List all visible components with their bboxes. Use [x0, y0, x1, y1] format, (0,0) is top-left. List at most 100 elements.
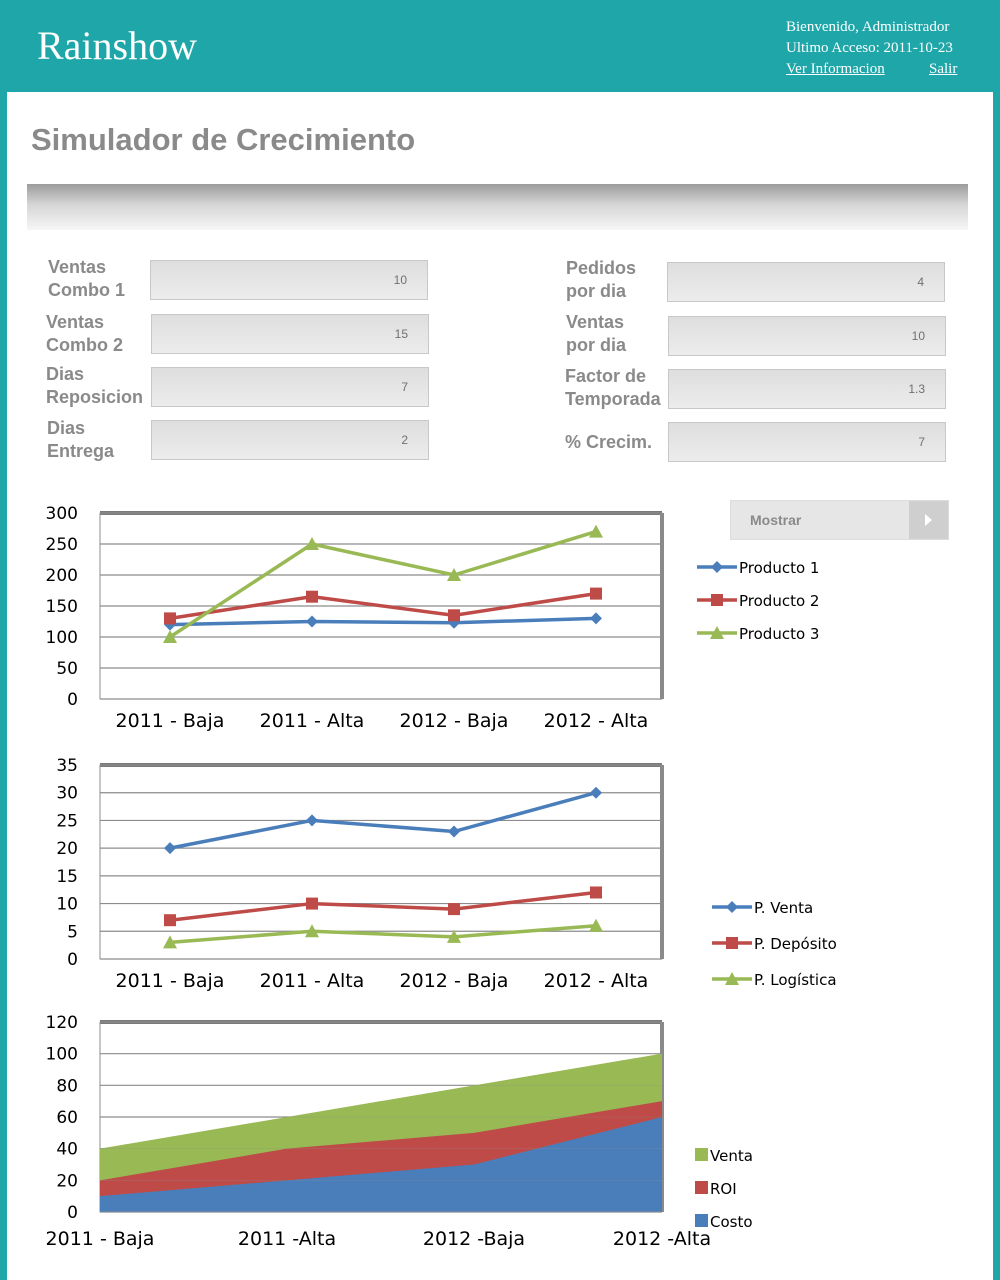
x-tick-label: 2012 - Alta	[544, 970, 649, 992]
chart-productos: 0 50 100 150 200 250 300 2011 - Baja 2011 - Alta…	[46, 504, 820, 732]
data-point	[590, 886, 602, 899]
x-tick-label: 2011 - Alta	[260, 710, 365, 732]
legend-label: ROI	[710, 1180, 737, 1198]
ventas-combo1-input[interactable]	[150, 260, 428, 300]
y-tick-label: 200	[46, 566, 78, 586]
y-tick-label: 0	[67, 1203, 78, 1223]
pedidos-por-dia-input[interactable]	[667, 262, 945, 302]
dias-entrega-label: Dias Entrega	[47, 418, 115, 461]
ventas-combo2-label: Ventas Combo 2	[46, 312, 124, 355]
legend-label: P. Venta	[754, 899, 813, 917]
ventas-combo1-label: Ventas Combo 1	[48, 257, 126, 300]
data-point	[306, 590, 318, 603]
x-tick-label: 2011 - Baja	[116, 970, 225, 992]
ventas-combo2-input[interactable]	[151, 314, 429, 354]
ventas-por-dia-label: Ventas por dia	[566, 312, 627, 355]
x-tick-label: 2011 -Alta	[238, 1228, 336, 1250]
data-point	[305, 924, 319, 938]
logout-link[interactable]: Salir	[929, 61, 958, 77]
y-tick-label: 0	[67, 950, 78, 970]
x-tick-label: 2012 -Baja	[423, 1228, 525, 1250]
data-point	[164, 842, 176, 855]
legend-marker	[710, 626, 724, 639]
y-tick-label: 30	[56, 784, 78, 804]
data-point	[164, 914, 176, 927]
x-tick-label: 2012 -Alta	[613, 1228, 711, 1250]
crecimiento-label: % Crecim.	[565, 432, 653, 452]
data-point	[448, 616, 460, 629]
series-line	[169, 616, 597, 627]
data-point	[306, 897, 318, 910]
y-tick-label: 100	[46, 628, 78, 648]
y-tick-label: 15	[56, 867, 78, 887]
legend-marker	[725, 972, 739, 985]
y-tick-label: 10	[56, 895, 78, 915]
y-tick-label: 20	[56, 839, 78, 859]
series-line	[169, 791, 597, 850]
legend-label: Costo	[710, 1213, 753, 1231]
dias-reposicion-label: Dias Reposicion	[46, 364, 144, 407]
x-tick-label: 2012 - Baja	[400, 710, 509, 732]
chart-costos-area: 0 20 40 60 80 100 120 2011 - Baja 2011 -Alta 2012…	[46, 1013, 753, 1250]
factor-temporada-input[interactable]	[668, 369, 946, 409]
data-point	[590, 587, 602, 600]
x-tick-label: 2011 - Baja	[116, 710, 225, 732]
data-point	[589, 918, 603, 932]
y-tick-label: 5	[67, 922, 78, 942]
legend-label: Venta	[710, 1147, 753, 1165]
ventas-por-dia-input[interactable]	[668, 316, 946, 356]
crecimiento-input[interactable]	[668, 422, 946, 462]
data-point	[305, 537, 319, 550]
last-access-text: Ultimo Acceso: 2011-10-23	[786, 40, 953, 56]
legend-swatch	[695, 1214, 708, 1227]
y-tick-label: 120	[46, 1013, 78, 1033]
area-series	[100, 1117, 662, 1212]
data-point	[164, 618, 176, 631]
y-tick-label: 300	[46, 504, 78, 524]
data-point	[447, 568, 461, 581]
dias-entrega-input[interactable]	[151, 420, 429, 460]
legend-marker	[726, 901, 738, 913]
data-point	[448, 609, 460, 622]
legend-swatch	[695, 1148, 708, 1161]
data-point	[590, 786, 602, 799]
y-tick-label: 150	[46, 597, 78, 617]
factor-temporada-label: Factor de Temporada	[565, 366, 661, 409]
y-tick-label: 100	[46, 1045, 78, 1065]
legend-swatch	[695, 1181, 708, 1194]
view-info-link[interactable]: Ver Informacion	[786, 61, 885, 77]
data-point	[164, 612, 176, 625]
x-tick-label: 2012 - Alta	[544, 710, 649, 732]
chart-precios: 0 5 10 15 20 25 30 35 2011 - Baja 2011 - Alta 2012…	[56, 756, 837, 992]
main-content: Simulador de Crecimiento Ventas Combo 1 …	[7, 92, 993, 1280]
legend-label: P. Logística	[754, 971, 837, 989]
y-tick-label: 25	[56, 811, 78, 831]
user-info: Bienvenido, Administrador Ultimo Acceso:…	[786, 17, 957, 80]
data-point	[306, 615, 318, 628]
data-point	[163, 630, 177, 643]
data-point	[590, 612, 602, 625]
legend-label: Producto 1	[739, 559, 819, 577]
data-point	[306, 814, 318, 827]
series-line	[169, 591, 597, 621]
page-title: Simulador de Crecimiento	[31, 122, 416, 157]
welcome-text: Bienvenido, Administrador	[786, 19, 950, 35]
mostrar-button[interactable]: Mostrar	[730, 500, 949, 540]
legend-marker	[711, 561, 723, 573]
data-point	[448, 903, 460, 916]
y-tick-label: 80	[56, 1076, 78, 1096]
y-tick-label: 60	[56, 1108, 78, 1128]
data-point	[448, 825, 460, 838]
y-tick-label: 40	[56, 1140, 78, 1160]
data-point	[163, 935, 177, 949]
plot-area	[99, 764, 663, 960]
data-point	[447, 929, 461, 943]
x-tick-label: 2011 - Baja	[46, 1228, 155, 1250]
data-point	[589, 524, 603, 538]
dias-reposicion-input[interactable]	[151, 367, 429, 407]
pedidos-por-dia-label: Pedidos por dia	[566, 258, 637, 301]
series-line	[169, 529, 597, 639]
y-tick-label: 0	[67, 690, 78, 710]
mostrar-button-label: Mostrar	[750, 512, 802, 528]
series-line	[169, 890, 597, 922]
